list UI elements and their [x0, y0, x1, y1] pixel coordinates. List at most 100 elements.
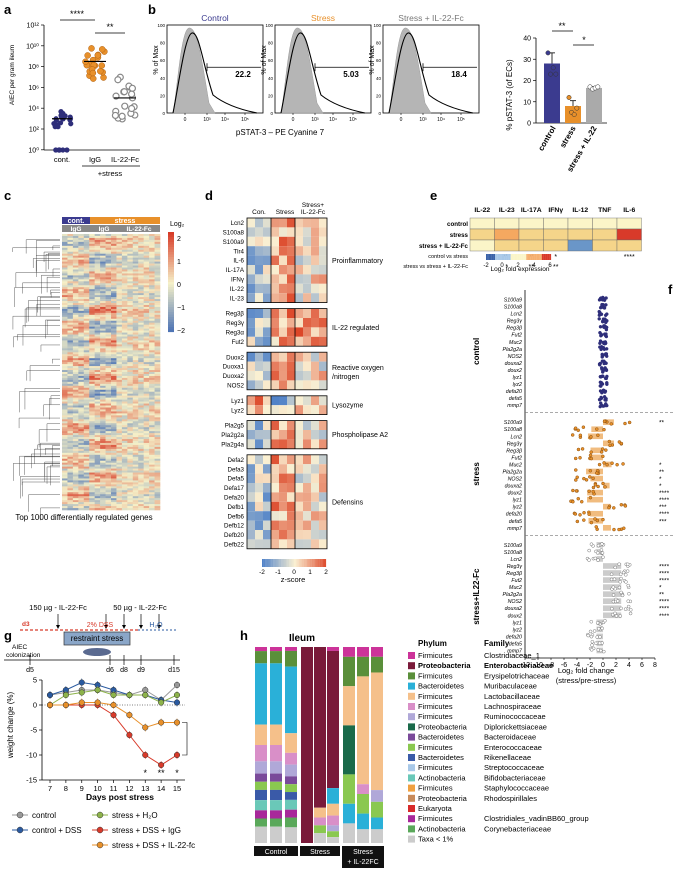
c-cell: [72, 496, 79, 499]
c-cell: [100, 273, 106, 276]
c-cell: [138, 289, 144, 292]
d-cell: [247, 539, 255, 549]
c-cell: [132, 322, 139, 325]
d-cell: [319, 380, 327, 390]
c-cell: [67, 480, 74, 483]
c-cell: [138, 301, 144, 304]
panel-a-group-igg: IgG: [89, 155, 101, 164]
d-cell: [287, 520, 295, 530]
e-cell: [469, 217, 495, 230]
c-cell: [154, 279, 161, 282]
c-cell: [67, 358, 74, 361]
c-cell: [111, 470, 117, 473]
h-legend-phylum: Firmicutes: [418, 651, 453, 660]
g-point: [78, 699, 85, 706]
c-cell: [67, 364, 74, 367]
c-cell: [105, 395, 112, 398]
g-day-label: d5: [26, 667, 34, 674]
c-cell: [78, 403, 85, 406]
c-cell: [100, 285, 106, 288]
f-gene-label: Reg3β: [506, 448, 522, 454]
c-cell: [78, 308, 85, 312]
c-cell: [143, 454, 150, 458]
panel-g-d3: d3: [22, 621, 30, 628]
c-cell: [154, 324, 161, 327]
c-cell: [72, 456, 79, 460]
d-cell: [271, 227, 279, 237]
c-cell: [83, 285, 90, 288]
panel-c-sub-il22: IL-22-Fc: [127, 226, 152, 233]
c-cell: [111, 253, 117, 256]
c-cell: [127, 368, 134, 371]
c-cell: [138, 423, 144, 426]
c-cell: [149, 360, 155, 363]
c-cell: [127, 364, 134, 367]
panel-c-caption: Top 1000 differentially regulated genes: [15, 513, 152, 522]
f-point: [627, 420, 632, 425]
c-cell: [89, 446, 95, 450]
c-cell: [138, 322, 144, 325]
c-cell: [78, 464, 85, 467]
c-cell: [83, 322, 90, 325]
f-gene-label: Reg3β: [506, 326, 522, 332]
c-cell: [62, 234, 68, 237]
c-cell: [116, 342, 123, 345]
f-point: [576, 447, 581, 452]
d-cell: [247, 293, 255, 303]
c-cell: [100, 316, 106, 320]
c-cell: [111, 381, 117, 385]
g-point: [46, 691, 54, 699]
c-cell: [127, 387, 134, 391]
e-legend-step: [496, 254, 498, 260]
f-point: [588, 629, 593, 634]
c-cell: [111, 308, 117, 312]
c-cell: [132, 389, 139, 393]
d-cell: [279, 454, 287, 465]
c-cell: [154, 393, 161, 396]
c-cell: [149, 472, 155, 475]
h-legend-phylum: Firmicutes: [418, 743, 453, 752]
h-segment: [255, 663, 267, 725]
b-histo-isotype: [280, 27, 324, 114]
h-segment: [285, 784, 297, 793]
c-cell: [83, 411, 90, 414]
c-cell: [127, 297, 134, 300]
f-sig: ****: [659, 490, 670, 497]
f-point: [620, 593, 625, 598]
c-cell: [154, 488, 161, 491]
panel-g: g 150 µg - IL-22-Fc 50 µg - IL-22-Fc d5 d…: [4, 603, 195, 850]
c-cell: [138, 314, 144, 318]
c-cell: [121, 419, 128, 422]
c-cell: [83, 480, 90, 483]
h-legend-family: Enterococcaceae: [484, 743, 542, 752]
c-cell: [116, 239, 123, 243]
d-cell: [279, 308, 287, 318]
c-cell: [154, 372, 161, 375]
d-cell: [303, 539, 311, 549]
d-gene-label: Pla2g5: [225, 423, 245, 430]
c-cell: [111, 338, 117, 341]
d-legend-step: [262, 559, 264, 567]
c-cell: [83, 486, 90, 489]
d-cell: [295, 255, 303, 265]
c-cell: [149, 379, 155, 383]
c-cell: [149, 368, 155, 371]
c-cell: [111, 251, 117, 255]
c-cell: [62, 301, 68, 304]
c-cell: [121, 387, 128, 391]
d-cell: [303, 327, 311, 337]
c-cell: [121, 411, 128, 414]
d-cell: [295, 520, 303, 530]
c-cell: [138, 344, 144, 347]
f-point: [599, 305, 604, 309]
c-cell: [116, 289, 123, 292]
c-cell: [111, 460, 117, 463]
d-block-frame: [246, 217, 328, 303]
d-legend-step: [303, 559, 306, 567]
c-cell: [105, 419, 112, 422]
c-cell: [89, 368, 95, 371]
c-cell: [94, 306, 101, 310]
d-cell: [247, 246, 255, 256]
c-cell: [132, 482, 139, 485]
